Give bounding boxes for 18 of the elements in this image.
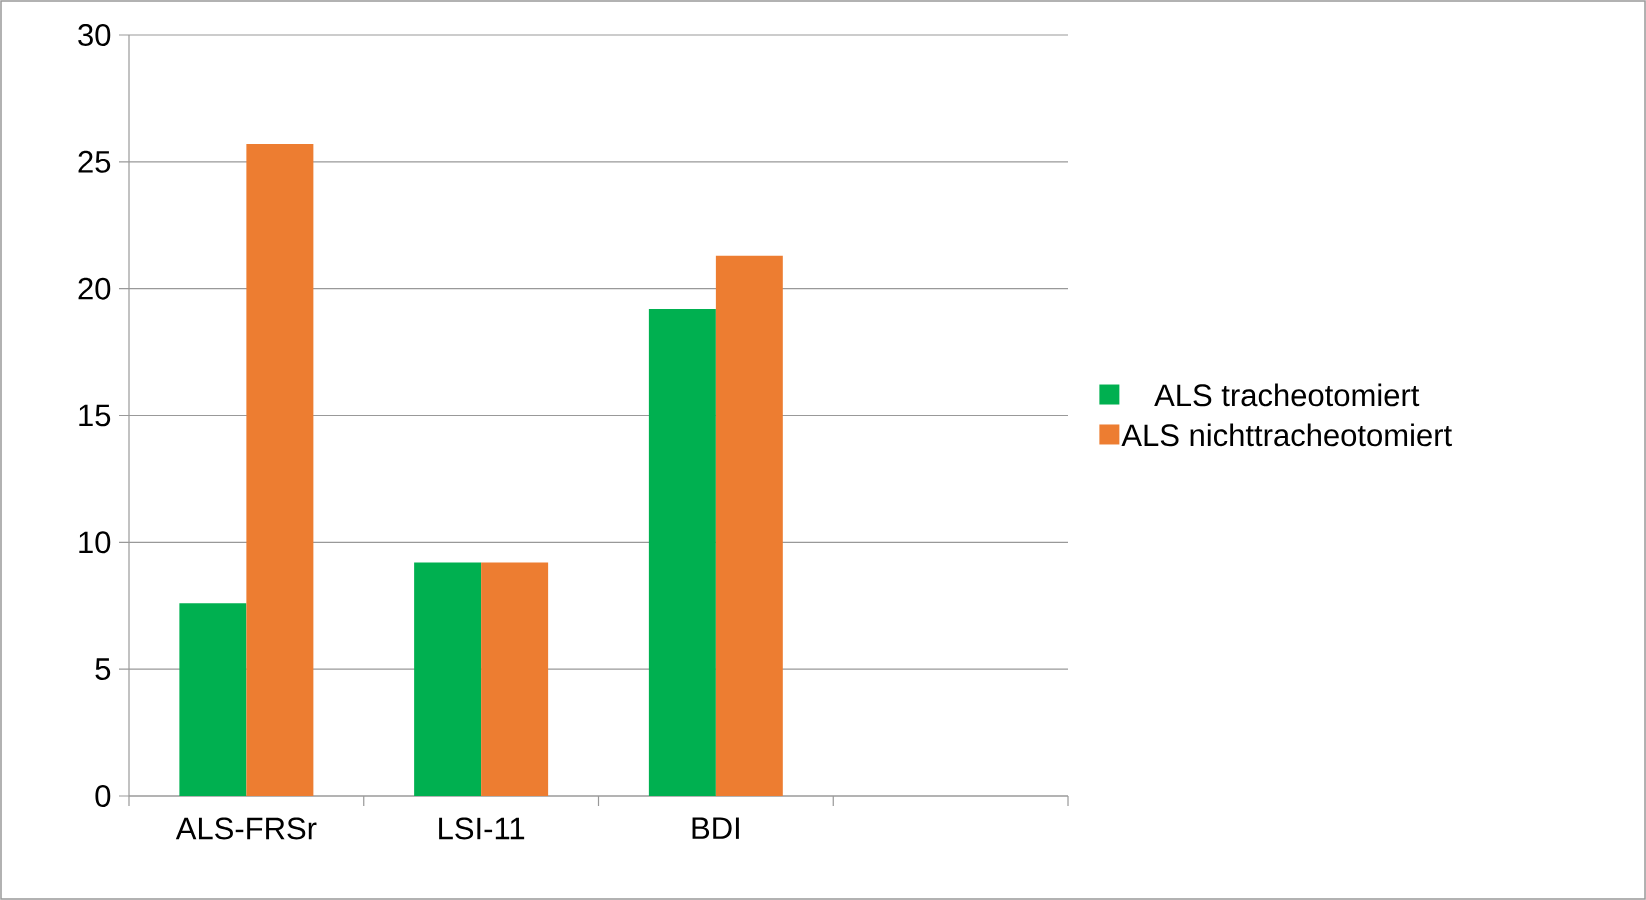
- bar: [414, 562, 482, 796]
- legend-label: ALS tracheotomiert: [1154, 383, 1420, 407]
- y-tick-label: 30: [78, 24, 111, 46]
- x-tick-label: BDI: [692, 817, 739, 839]
- bar: [246, 144, 314, 796]
- bar: [715, 255, 783, 796]
- x-tick-label: LSI-11: [439, 817, 525, 840]
- legend-label: ALS nichttracheotomiert: [1121, 423, 1452, 447]
- y-tick-label: 5: [95, 658, 111, 680]
- bar: [481, 562, 549, 796]
- y-tick-label: 0: [95, 785, 111, 807]
- y-tick-label: 10: [79, 531, 111, 554]
- y-tick-label: 15: [79, 404, 111, 427]
- y-tick-label: 20: [78, 277, 111, 300]
- bar: [179, 603, 247, 796]
- y-tick-label: 25: [78, 150, 111, 173]
- bar: [648, 308, 716, 796]
- x-tick-label: ALS-FRSr: [175, 817, 317, 840]
